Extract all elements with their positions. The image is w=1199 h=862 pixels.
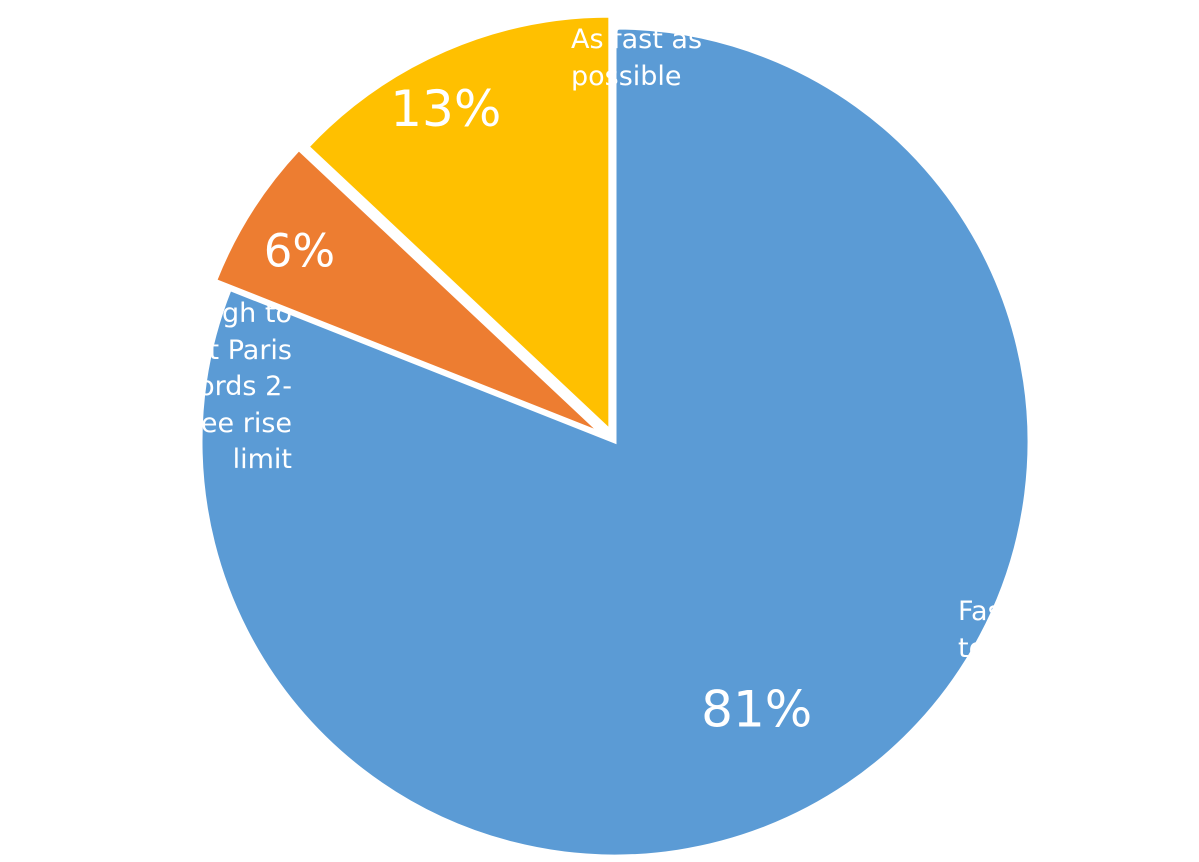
callout-label-1-5-degree: Fast enough to meet Paris Accords 1.5- d… bbox=[920, 578, 1195, 824]
slice-2-degree bbox=[213, 147, 602, 435]
callout-text-1-5-degree: Fast enough to meet Paris Accords 1.5- d… bbox=[958, 596, 1137, 773]
callout-text-2-degree: Fast enough to meet Paris Accords 2- deg… bbox=[91, 298, 292, 475]
data-label-6: 6% bbox=[264, 225, 335, 278]
callout-text-as-fast-as-possible: As fast as possible bbox=[571, 24, 703, 92]
callout-label-2-degree: Fast enough to meet Paris Accords 2- deg… bbox=[16, 280, 320, 525]
slice-1-5-degree bbox=[199, 26, 1031, 858]
callout-label-as-fast-as-possible: As fast as possible bbox=[553, 8, 822, 119]
data-label-81: 81% bbox=[701, 680, 812, 738]
slice-as-fast-as-possible bbox=[305, 14, 612, 434]
data-label-13: 13% bbox=[390, 80, 501, 138]
